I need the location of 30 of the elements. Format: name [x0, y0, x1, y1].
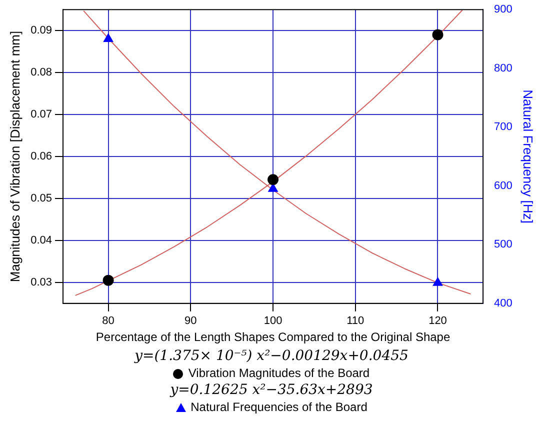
x-tick-label: 90	[184, 315, 197, 328]
point	[102, 274, 114, 286]
y-tick-label: 0.06	[30, 150, 52, 163]
y2-axis-title: Natural Frequency [Hz]	[520, 90, 536, 224]
x-tick-label: 100	[264, 315, 282, 328]
point	[268, 174, 279, 186]
x-tick-label: 80	[102, 315, 114, 328]
x-axis-title: Percentage of the Length Shapes Compared to the Original Shape	[96, 330, 450, 344]
y-tick-label: 0.03	[30, 276, 52, 288]
point	[103, 33, 114, 42]
y-axis-title: Magnitudes of Vibration [Displacement mm]	[7, 30, 22, 282]
y2-tick-label: 900	[494, 4, 512, 16]
y-tick-label: 0.08	[30, 66, 52, 79]
y2-tick-label: 400	[494, 297, 512, 310]
y2-tick-label: 600	[494, 180, 512, 192]
y2-tick-label: 800	[494, 62, 512, 74]
y-tick-label: 0.07	[30, 108, 52, 121]
text: y=(1.375× 10⁻⁵) x²−0.00129x+0.0455	[133, 347, 410, 366]
legend-label: Natural Frequencies of the Board	[190, 400, 368, 415]
y-tick-label: 0.09	[30, 24, 52, 37]
x-tick-label: 110	[346, 315, 364, 328]
legend-label: Vibration Magnitudes of the Board	[188, 366, 370, 381]
x-tick-label: 120	[428, 315, 447, 328]
y-tick-label: 0.04	[30, 234, 52, 246]
y-tick-label: 0.05	[30, 192, 52, 205]
y2-tick-label: 700	[494, 121, 512, 134]
point	[432, 277, 443, 286]
text: y=0.12625 x²−35.63x+2893	[168, 381, 374, 400]
y2-tick-label: 500	[494, 238, 512, 251]
point	[432, 29, 444, 40]
